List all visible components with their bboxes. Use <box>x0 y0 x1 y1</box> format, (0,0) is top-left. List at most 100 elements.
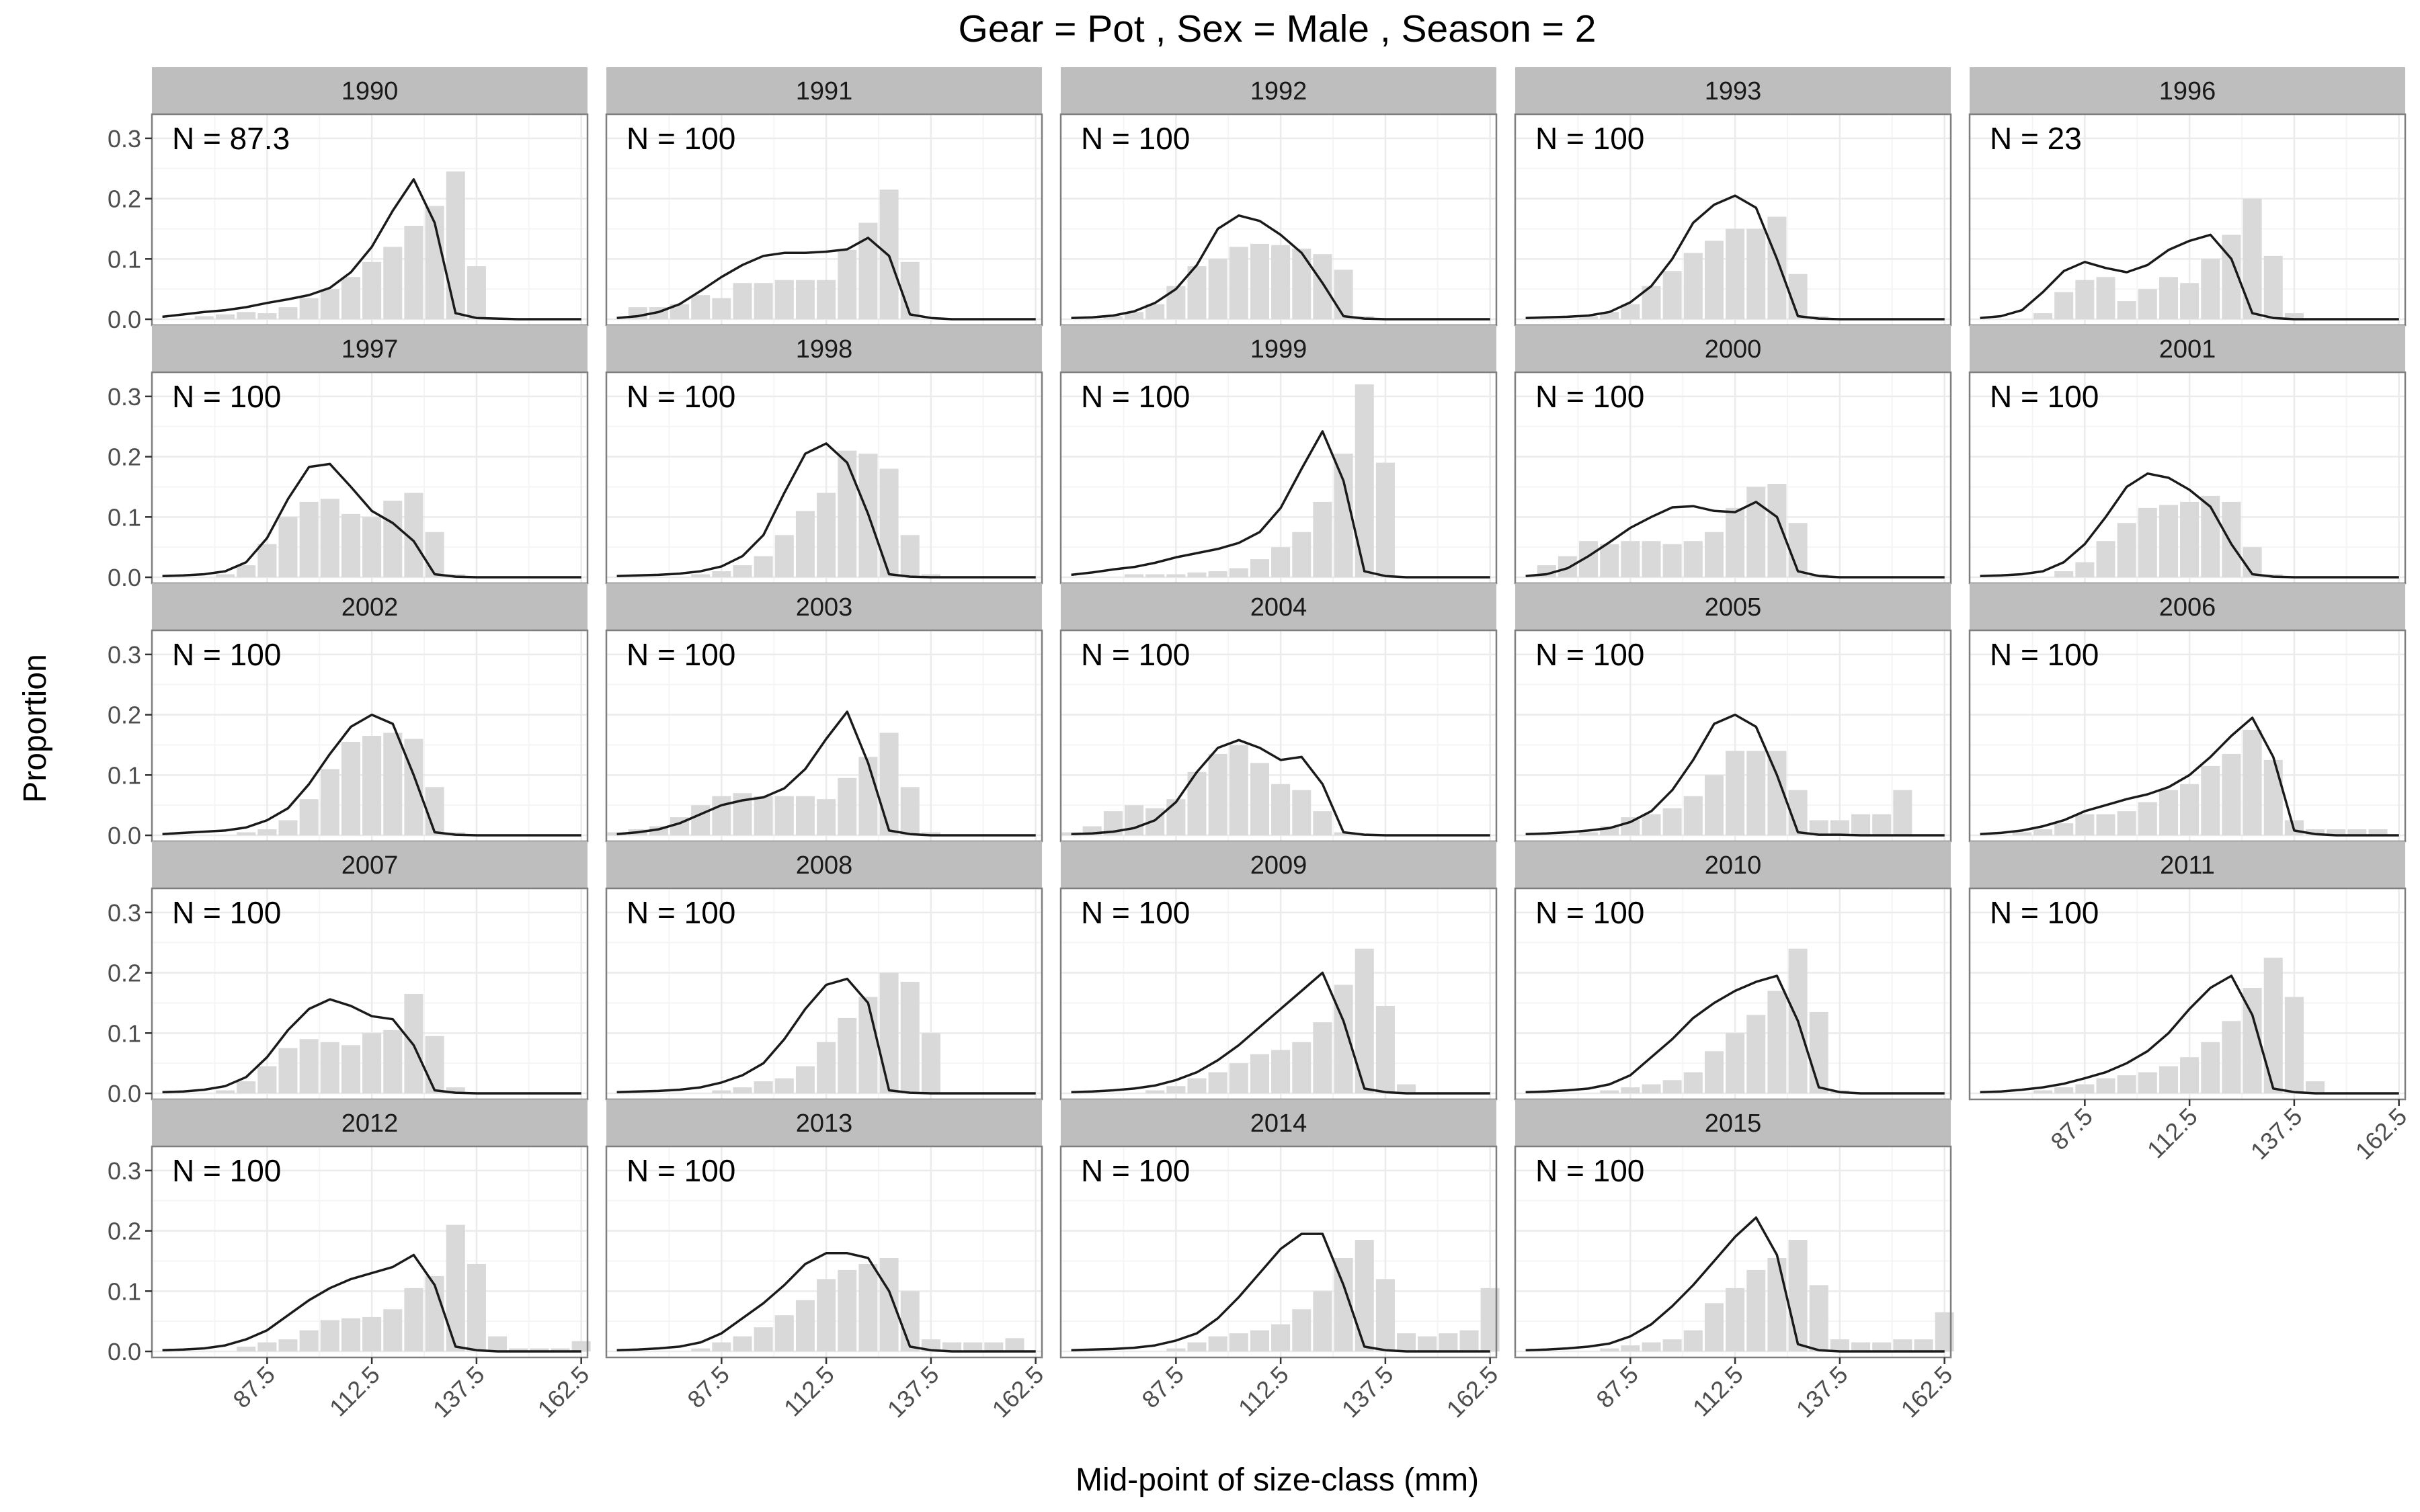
observed-bar <box>733 1336 752 1352</box>
observed-bar <box>1746 487 1766 578</box>
facet-strip <box>152 325 588 372</box>
observed-bar <box>2075 814 2095 836</box>
observed-bar <box>963 1342 983 1352</box>
observed-bar <box>942 1342 962 1352</box>
observed-bar <box>1809 1011 1828 1094</box>
facet-strip-label: 2001 <box>2159 335 2216 364</box>
observed-bar <box>2075 562 2095 578</box>
facet-panel-2009: 2009 N = 100 <box>1059 841 1498 1101</box>
observed-bar <box>1187 572 1207 578</box>
observed-bar <box>1809 820 1828 836</box>
observed-bar <box>1600 544 1619 578</box>
observed-bar <box>817 799 836 836</box>
predicted-line <box>1980 974 2399 1095</box>
observed-bar <box>425 532 444 578</box>
observed-bar <box>2117 301 2136 320</box>
observed-bar <box>2117 1075 2136 1094</box>
panel-border <box>605 1145 1043 1359</box>
observed-bar <box>795 1066 815 1094</box>
observed-bar <box>1809 1285 1828 1352</box>
sample-size-label: N = 100 <box>1535 637 1644 672</box>
sample-size-label: N = 100 <box>1990 637 2099 672</box>
observed-bar <box>2096 814 2115 836</box>
sample-size-label: N = 100 <box>1535 121 1644 156</box>
observed-bar <box>404 225 424 320</box>
observed-bar <box>2306 1081 2325 1094</box>
observed-bar <box>1187 1078 1207 1094</box>
panel-border <box>1968 887 2407 1101</box>
observed-bar <box>921 832 940 836</box>
facet-strip <box>1515 67 1951 114</box>
observed-bar <box>2201 259 2220 320</box>
observed-bar <box>2243 730 2262 836</box>
observed-bar <box>1125 574 1144 578</box>
predicted-line <box>616 442 1036 579</box>
facet-panel-2012: 2012 N = 100 0.0 0.1 0.2 0.3 87.5 112.5 137.5 162… <box>108 1099 594 1423</box>
observed-bar <box>530 1348 549 1352</box>
predicted-line <box>1980 716 2399 837</box>
observed-bar <box>838 1269 857 1352</box>
observed-bar <box>1271 784 1291 836</box>
y-tick-label: 0.2 <box>108 1218 141 1245</box>
observed-bar <box>2159 277 2178 320</box>
observed-bar <box>2033 313 2053 320</box>
facet-panel-2013: 2013 N = 100 87.5 112.5 137.5 162.5 <box>605 1099 1049 1423</box>
observed-bar <box>194 316 214 320</box>
observed-bar <box>1208 1336 1227 1352</box>
observed-bar <box>1313 811 1332 836</box>
observed-bar <box>237 1081 256 1094</box>
predicted-line <box>616 710 1036 837</box>
facet-strip <box>1515 1099 1951 1146</box>
observed-bar <box>1558 556 1577 578</box>
observed-bar <box>1250 243 1269 320</box>
observed-bar <box>1375 1279 1395 1352</box>
observed-bar <box>278 1339 298 1352</box>
observed-bar <box>1250 559 1269 578</box>
y-tick-label: 0.1 <box>108 503 141 531</box>
x-tick-label: 87.5 <box>227 1361 280 1414</box>
y-tick-label: 0.2 <box>108 702 141 729</box>
observed-bar <box>2222 1021 2241 1094</box>
observed-bar <box>1166 1348 1186 1352</box>
observed-bar <box>1166 799 1186 836</box>
observed-bar <box>733 1087 752 1094</box>
facet-strip-label: 2015 <box>1705 1109 1762 1138</box>
observed-bar <box>1642 541 1661 578</box>
observed-bar <box>1642 1084 1661 1094</box>
sample-size-label: N = 100 <box>1081 379 1190 414</box>
sample-size-label: N = 100 <box>1990 895 2099 930</box>
observed-bar <box>1621 1345 1640 1352</box>
observed-bar <box>383 1030 403 1094</box>
observed-bar <box>404 1288 424 1352</box>
observed-bar <box>2159 1066 2178 1094</box>
facet-panel-2001: 2001 N = 100 <box>1968 325 2407 585</box>
facet-panel-1993: 1993 N = 100 <box>1514 67 1952 327</box>
observed-bar <box>383 501 403 578</box>
observed-bar <box>467 1263 486 1352</box>
observed-bar <box>1166 286 1186 320</box>
observed-bar <box>1830 1339 1849 1352</box>
x-tick-label: 112.5 <box>778 1361 840 1422</box>
observed-bar <box>278 307 298 320</box>
observed-bar <box>1600 1348 1619 1352</box>
observed-bar <box>1746 751 1766 836</box>
facet-strip <box>1970 325 2405 372</box>
observed-bar <box>1600 1090 1619 1094</box>
observed-bar <box>341 741 360 836</box>
observed-bar <box>754 1327 773 1352</box>
sample-size-label: N = 87.3 <box>172 121 290 156</box>
y-tick-label: 0.0 <box>108 1080 141 1107</box>
observed-bar <box>754 796 773 836</box>
predicted-line <box>616 1252 1036 1353</box>
observed-bar <box>362 736 382 836</box>
sample-size-label: N = 100 <box>1990 379 2099 414</box>
facet-strip <box>1970 841 2405 888</box>
observed-bar <box>341 513 360 578</box>
observed-bar <box>691 295 711 320</box>
sample-size-label: N = 100 <box>172 1153 281 1188</box>
facet-panel-1996: 1996 N = 23 <box>1968 67 2407 327</box>
observed-bar <box>278 1048 298 1094</box>
observed-bar <box>984 1342 1004 1352</box>
observed-bar <box>341 1318 360 1352</box>
observed-bar <box>858 997 878 1094</box>
